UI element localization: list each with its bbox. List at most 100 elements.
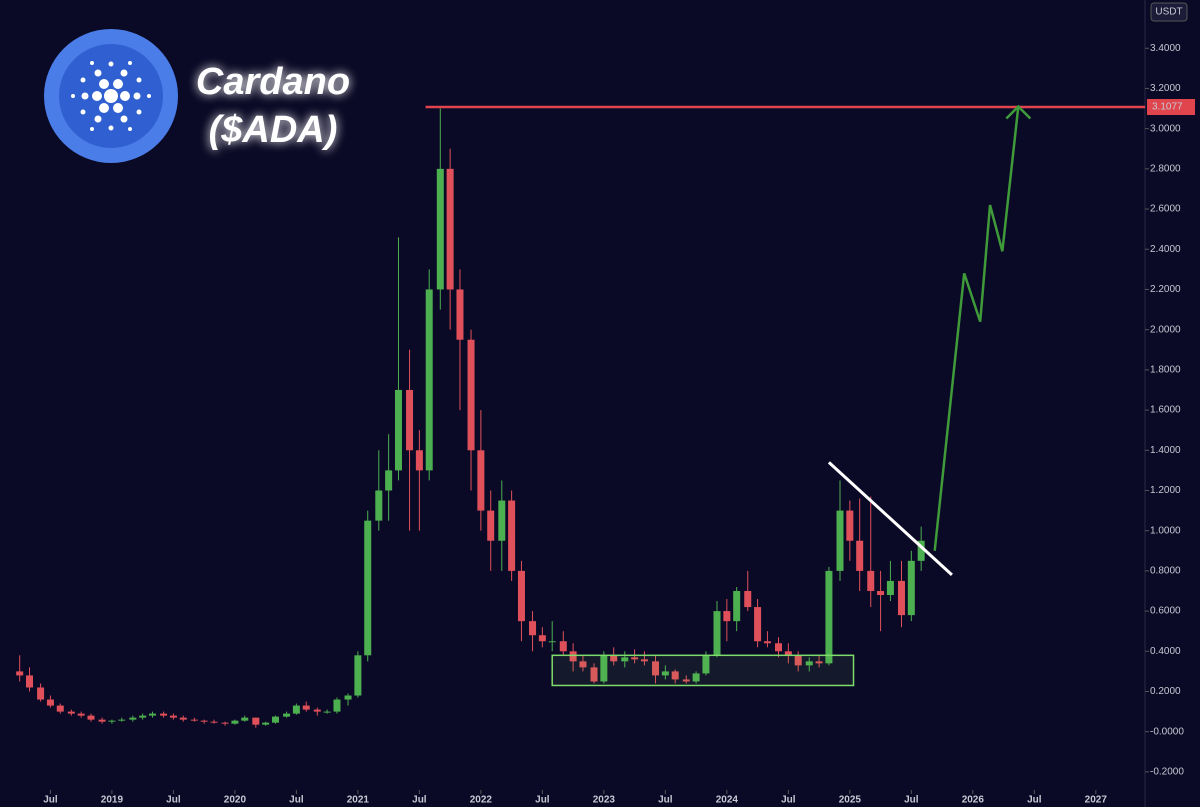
candle-body xyxy=(252,717,260,725)
logo-dot xyxy=(113,103,123,113)
logo-dot xyxy=(108,61,114,67)
candle-body xyxy=(907,560,915,616)
price-tag xyxy=(1147,99,1195,116)
x-tick-label: 2022 xyxy=(470,795,493,806)
logo-dot xyxy=(108,125,114,131)
candle-body xyxy=(631,657,639,660)
projection-path xyxy=(933,106,1020,551)
candle-body xyxy=(661,671,669,676)
logo-dot xyxy=(136,77,142,83)
candle-body xyxy=(548,641,556,643)
candle-body xyxy=(179,717,187,720)
y-tick-label: 1.4000 xyxy=(1150,445,1181,456)
candle-body xyxy=(487,510,495,541)
x-tick-label: Jul xyxy=(658,795,673,806)
logo-dot xyxy=(99,79,109,89)
candle-body xyxy=(794,655,802,666)
cardano-logo xyxy=(44,29,178,163)
candle-body xyxy=(498,500,506,541)
candle-body xyxy=(354,655,362,696)
candle-body xyxy=(323,711,331,713)
y-tick-label: 2.6000 xyxy=(1150,204,1181,215)
logo-dot xyxy=(99,103,109,113)
logo-dot xyxy=(80,109,86,115)
y-tick-label: 2.4000 xyxy=(1150,244,1181,255)
price-tag-label: 3.1077 xyxy=(1152,102,1183,113)
x-tick-label: 2026 xyxy=(962,795,985,806)
x-tick-label: Jul xyxy=(535,795,550,806)
candle-body xyxy=(190,719,198,721)
y-tick-label: 1.2000 xyxy=(1150,485,1181,496)
candle-body xyxy=(579,661,587,668)
candle-body xyxy=(313,709,321,712)
candle-body xyxy=(26,675,34,688)
candle-body xyxy=(825,570,833,664)
y-tick-label: 0.6000 xyxy=(1150,606,1181,617)
candle-body xyxy=(517,570,525,622)
candle-body xyxy=(784,651,792,656)
support-zone xyxy=(551,654,855,687)
candle-body xyxy=(385,470,393,491)
candle-body xyxy=(87,715,95,720)
y-tick-label: 3.2000 xyxy=(1150,83,1181,94)
x-tick-label: Jul xyxy=(904,795,919,806)
logo-dot xyxy=(120,69,128,77)
logo-dot xyxy=(94,69,102,77)
y-tick-label: 1.8000 xyxy=(1150,365,1181,376)
logo-dot xyxy=(81,92,89,100)
candle-body xyxy=(836,510,844,571)
logo-dot xyxy=(92,91,102,101)
candle-body xyxy=(867,570,875,591)
x-tick-label: 2021 xyxy=(347,795,370,806)
y-tick-label: 2.0000 xyxy=(1150,324,1181,335)
candle-body xyxy=(46,699,54,706)
x-tick-label: 2019 xyxy=(101,795,124,806)
projection-arrowhead xyxy=(1005,104,1032,120)
candle-body xyxy=(37,687,45,700)
logo-dot xyxy=(94,115,102,123)
logo-dot xyxy=(136,109,142,115)
y-tick-label: 1.6000 xyxy=(1150,405,1181,416)
candle-body xyxy=(200,720,208,722)
logo-dot xyxy=(120,115,128,123)
candle-body xyxy=(67,711,75,714)
candle-body xyxy=(344,695,352,700)
x-tick-label: Jul xyxy=(781,795,796,806)
y-tick-label: 0.8000 xyxy=(1150,566,1181,577)
candle-body xyxy=(559,641,567,652)
logo-dot xyxy=(128,61,132,65)
candle-body xyxy=(508,500,516,571)
candle-body xyxy=(364,520,372,656)
candle-body xyxy=(262,722,270,725)
candle-body xyxy=(682,679,690,682)
logo-dot xyxy=(90,127,94,131)
candle-body xyxy=(775,643,783,652)
candle-body xyxy=(425,289,433,471)
candle-body xyxy=(702,655,710,674)
candle-body xyxy=(600,655,608,682)
candle-body xyxy=(118,719,126,721)
candle-body xyxy=(241,717,249,721)
logo-dot xyxy=(120,91,130,101)
candle-body xyxy=(692,673,700,682)
y-tick-label: 0.2000 xyxy=(1150,686,1181,697)
candle-body xyxy=(652,661,660,676)
candle-body xyxy=(744,590,752,608)
chart-title: Cardano xyxy=(196,61,350,103)
candle-body xyxy=(671,671,679,680)
x-tick-label: Jul xyxy=(289,795,304,806)
x-tick-label: 2023 xyxy=(593,795,616,806)
candle-body xyxy=(394,389,402,471)
candle-body xyxy=(917,540,925,561)
candle-body xyxy=(805,661,813,666)
x-tick-label: 2025 xyxy=(839,795,862,806)
candle-body xyxy=(129,717,137,720)
y-tick-label: 3.4000 xyxy=(1150,43,1181,54)
y-tick-label: 2.2000 xyxy=(1150,284,1181,295)
candle-body xyxy=(436,168,444,290)
candle-body xyxy=(210,721,218,723)
candle-body xyxy=(160,713,168,716)
candle-body xyxy=(221,722,229,724)
